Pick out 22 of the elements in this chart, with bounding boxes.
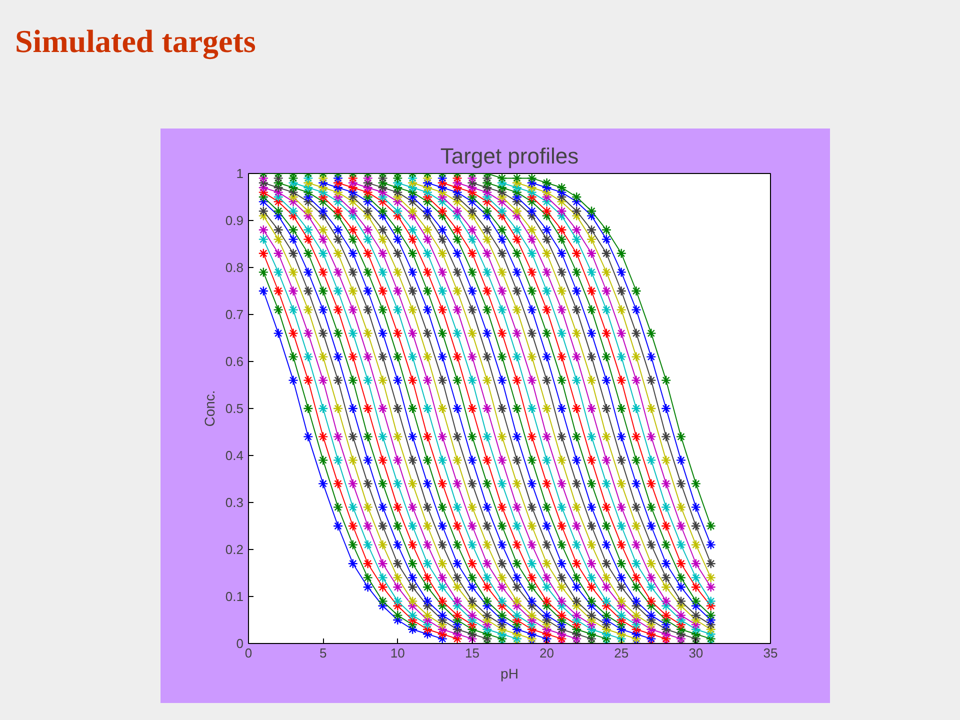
y-tick-label: 0.1 — [225, 589, 244, 604]
y-tick-label: 0.2 — [225, 542, 244, 557]
x-tick-label: 35 — [763, 646, 778, 660]
chart-title: Target profiles — [440, 144, 579, 168]
x-tick-label: 10 — [390, 646, 405, 660]
y-tick-label: 0 — [236, 636, 244, 651]
y-tick-label: 0.8 — [225, 260, 244, 275]
text: Simulated targets — [15, 22, 256, 62]
x-tick-label: 15 — [464, 646, 480, 660]
y-axis-title: Conc. — [201, 390, 218, 427]
y-tick-label: 0.3 — [225, 495, 244, 510]
y-tick-label: 0.4 — [225, 448, 244, 463]
x-axis-title: pH — [500, 666, 518, 682]
y-tick-label: 1 — [236, 166, 244, 181]
x-tick-label: 5 — [319, 646, 327, 660]
x-tick-label: 25 — [614, 646, 629, 660]
y-tick-label: 0.5 — [225, 401, 244, 416]
y-tick-label: 0.9 — [225, 213, 244, 228]
y-tick-label: 0.6 — [225, 354, 244, 369]
x-tick-label: 20 — [540, 646, 554, 660]
y-tick-label: 0.7 — [225, 307, 244, 322]
x-tick-label: 30 — [688, 646, 704, 660]
